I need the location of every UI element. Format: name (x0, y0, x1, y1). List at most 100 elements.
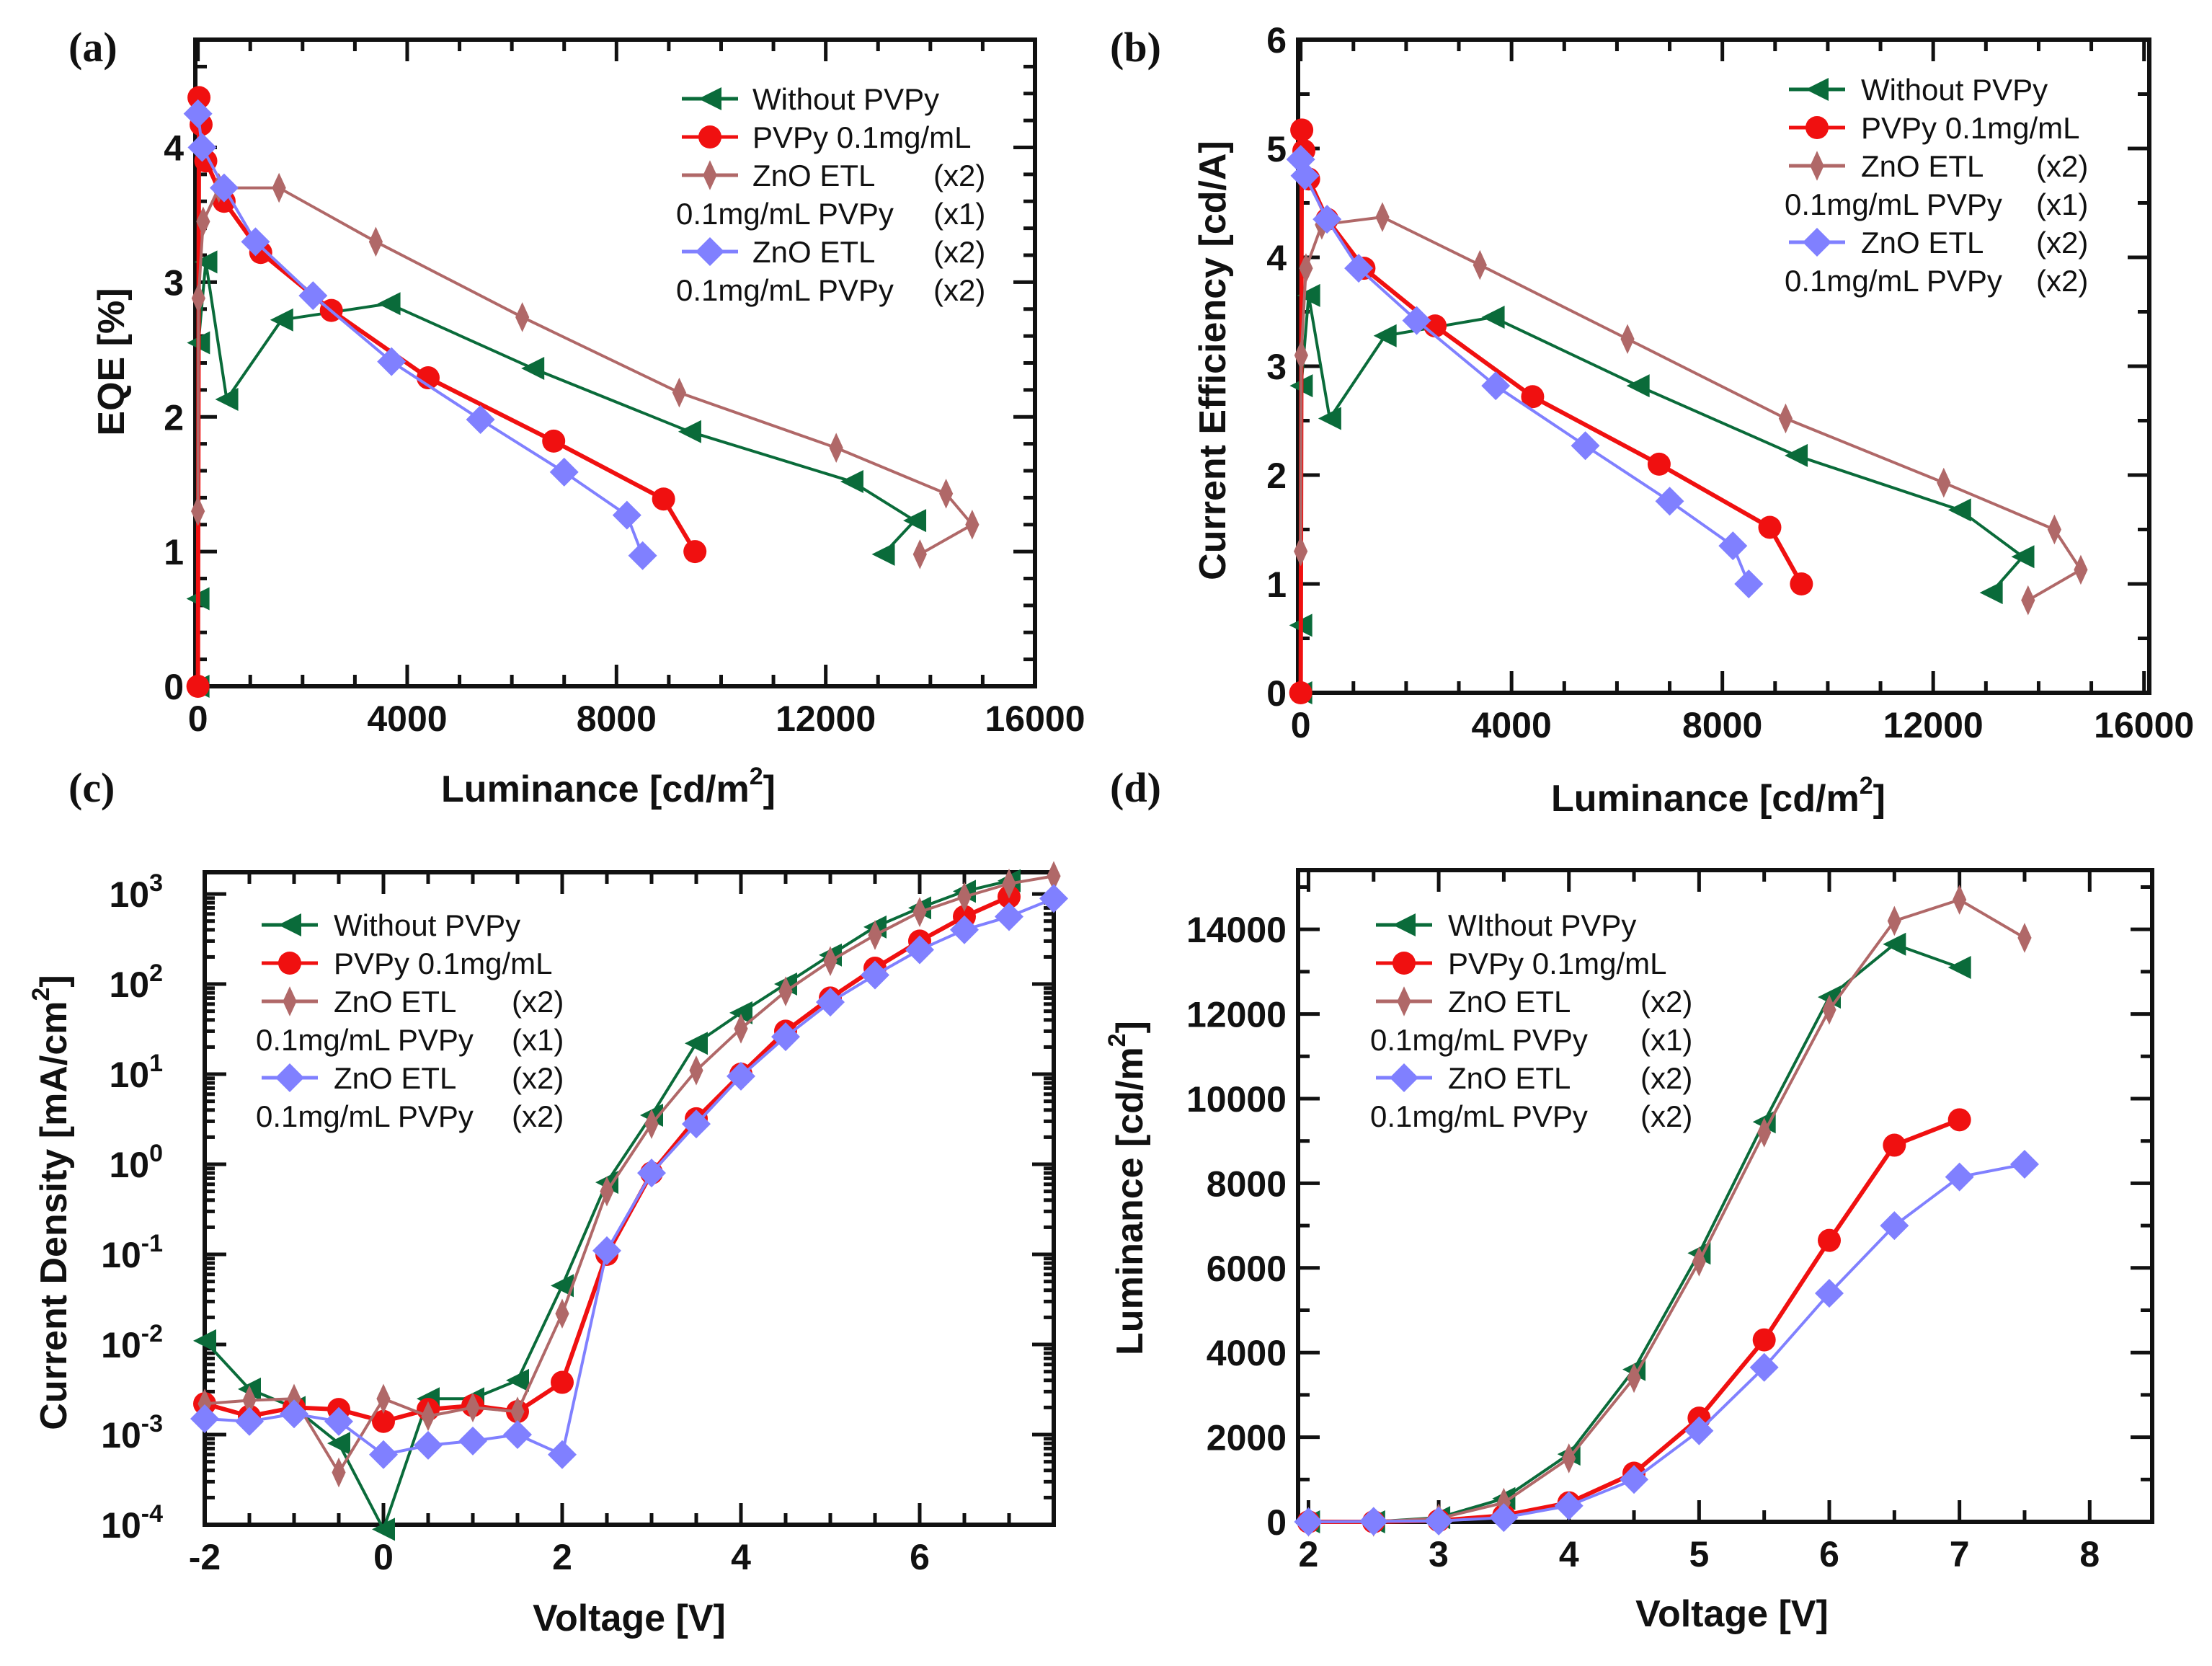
data-point (829, 433, 843, 464)
y-tick-base: 10 (109, 1145, 149, 1185)
axis-label-part: Luminance [cd/m (441, 768, 750, 810)
legend-label: ZnO ETL (1861, 226, 1984, 260)
x-tick-label: 3 (1429, 1534, 1449, 1574)
legend-label: Without PVPy (752, 82, 939, 116)
y-tick-label: 4 (1266, 238, 1287, 278)
data-point (2011, 545, 2035, 569)
legend-suffix: (x2) (933, 235, 985, 269)
data-point (1002, 869, 1016, 899)
legend: Without PVPy PVPy 0.1mg/mL ZnO ETL (x2) 0.1m… (256, 908, 564, 1133)
x-tick-label: 4 (731, 1537, 751, 1577)
data-point (510, 1396, 525, 1427)
legend-suffix: (x2) (933, 273, 985, 307)
data-point (2009, 1149, 2039, 1179)
x-tick-label: 16000 (2094, 705, 2194, 745)
y-tick-label: 10000 (1186, 1079, 1287, 1120)
data-point (548, 1440, 577, 1469)
series-line (1298, 128, 1803, 694)
panel-label: (d) (1110, 764, 1161, 811)
legend-label: Without PVPy (1861, 73, 2048, 107)
data-point (369, 1440, 398, 1469)
legend: Without PVPy PVPy 0.1mg/mL ZnO ETL (x2) 0.1m… (676, 82, 985, 307)
data-point (1489, 1503, 1519, 1533)
data-point (592, 1236, 621, 1265)
y-tick-base: 10 (109, 874, 149, 915)
series-line (1308, 1163, 2025, 1523)
legend-suffix: (x1) (2036, 187, 2088, 221)
axis-label-part: ] (1109, 1021, 1151, 1033)
data-point (298, 281, 328, 311)
series-zno-etl-x2-0-1mg-ml-pvpy-x2- (1286, 145, 1764, 598)
data-point (652, 487, 675, 511)
y-axis-label: Current Density [mA/cm2] (27, 975, 75, 1430)
legend-marker (1805, 78, 1829, 101)
data-point (421, 1401, 435, 1432)
y-tick-label: 12000 (1186, 995, 1287, 1035)
axis-label-part: EQE [%] (91, 288, 133, 435)
chart-panel-a: (a) 0 4000 8000 12000 16000 0 1 2 3 4 Without PVPy P… (68, 24, 1085, 810)
series-line (195, 95, 697, 687)
plot-frame (203, 870, 1056, 1527)
series-zno-etl-x2-0-1mg-ml-pvpy-x2- (183, 99, 657, 570)
y-tick-base: 10 (109, 965, 149, 1005)
data-point (1039, 884, 1068, 913)
data-point (324, 1406, 353, 1436)
x-tick-label: 12000 (776, 699, 876, 739)
y-tick-exponent: 3 (149, 869, 163, 897)
chart-panel-d: (d) 2 3 4 5 6 7 8 0 2000 4000 6000 8000 10000 12000 140… (1103, 764, 2154, 1635)
data-point (1749, 1352, 1779, 1382)
x-tick-label: 12000 (1883, 705, 1984, 745)
axis-label-superscript: 2 (1860, 772, 1873, 799)
x-axis-label: Voltage [V] (1635, 1593, 1829, 1635)
data-point (672, 377, 687, 408)
legend-label: 0.1mg/mL PVPy (256, 1099, 474, 1133)
data-point (1752, 1328, 1776, 1352)
y-tick-label: 1 (164, 532, 184, 572)
legend-label: ZnO ETL (1861, 149, 1984, 183)
data-point (555, 1298, 569, 1329)
y-tick-label: 2 (164, 397, 184, 438)
axis-label-part: Voltage [V] (1635, 1593, 1829, 1635)
series-line (204, 874, 1054, 1474)
x-tick-label: 2 (1299, 1534, 1319, 1574)
legend-suffix: (x2) (2036, 226, 2088, 260)
legend-label: WIthout PVPy (1448, 908, 1636, 942)
legend-label: 0.1mg/mL PVPy (676, 197, 894, 231)
data-point (1945, 1162, 1974, 1192)
data-point (414, 1430, 443, 1460)
axis-label-superscript: 2 (750, 763, 763, 790)
series-pvpy-0-1mg-ml (186, 86, 707, 698)
data-point (868, 920, 882, 950)
data-point (1289, 681, 1312, 704)
y-tick-exponent: 1 (149, 1050, 163, 1077)
data-point (372, 1409, 395, 1433)
data-point (466, 1392, 480, 1423)
x-tick-label: 16000 (985, 699, 1085, 739)
data-point (628, 541, 657, 570)
data-point (2021, 585, 2035, 616)
y-tick-base: 10 (101, 1325, 141, 1365)
data-point (637, 1158, 666, 1188)
data-point (2047, 514, 2061, 545)
data-point (1562, 1443, 1576, 1474)
legend-label: Without PVPy (334, 908, 520, 942)
data-point (1620, 1465, 1649, 1494)
chart-panel-c: (c)-2 0 2 4 610-410-310-210-1100101102103Wit… (27, 764, 1068, 1639)
data-point (327, 1432, 350, 1455)
x-tick-label: 6 (910, 1537, 930, 1577)
data-point (1734, 570, 1764, 598)
data-point (1473, 249, 1487, 280)
axis-label-part: ] (763, 768, 776, 810)
data-point (466, 404, 495, 434)
y-tick-label: 3 (164, 262, 184, 303)
legend-marker (1390, 1063, 1418, 1092)
series-zno-etl-x2-0-1mg-ml-pvpy-x2- (1294, 1149, 2039, 1536)
data-point (685, 1032, 708, 1055)
y-tick-label: 0 (1266, 1502, 1287, 1543)
axis-label-part: Luminance [cd/m (1551, 778, 1860, 820)
data-point (861, 960, 889, 990)
data-point (1290, 161, 1320, 190)
x-tick-label: 2 (552, 1537, 572, 1577)
y-tick-label: 10-3 (101, 1410, 163, 1455)
panel-label: (a) (68, 24, 117, 71)
